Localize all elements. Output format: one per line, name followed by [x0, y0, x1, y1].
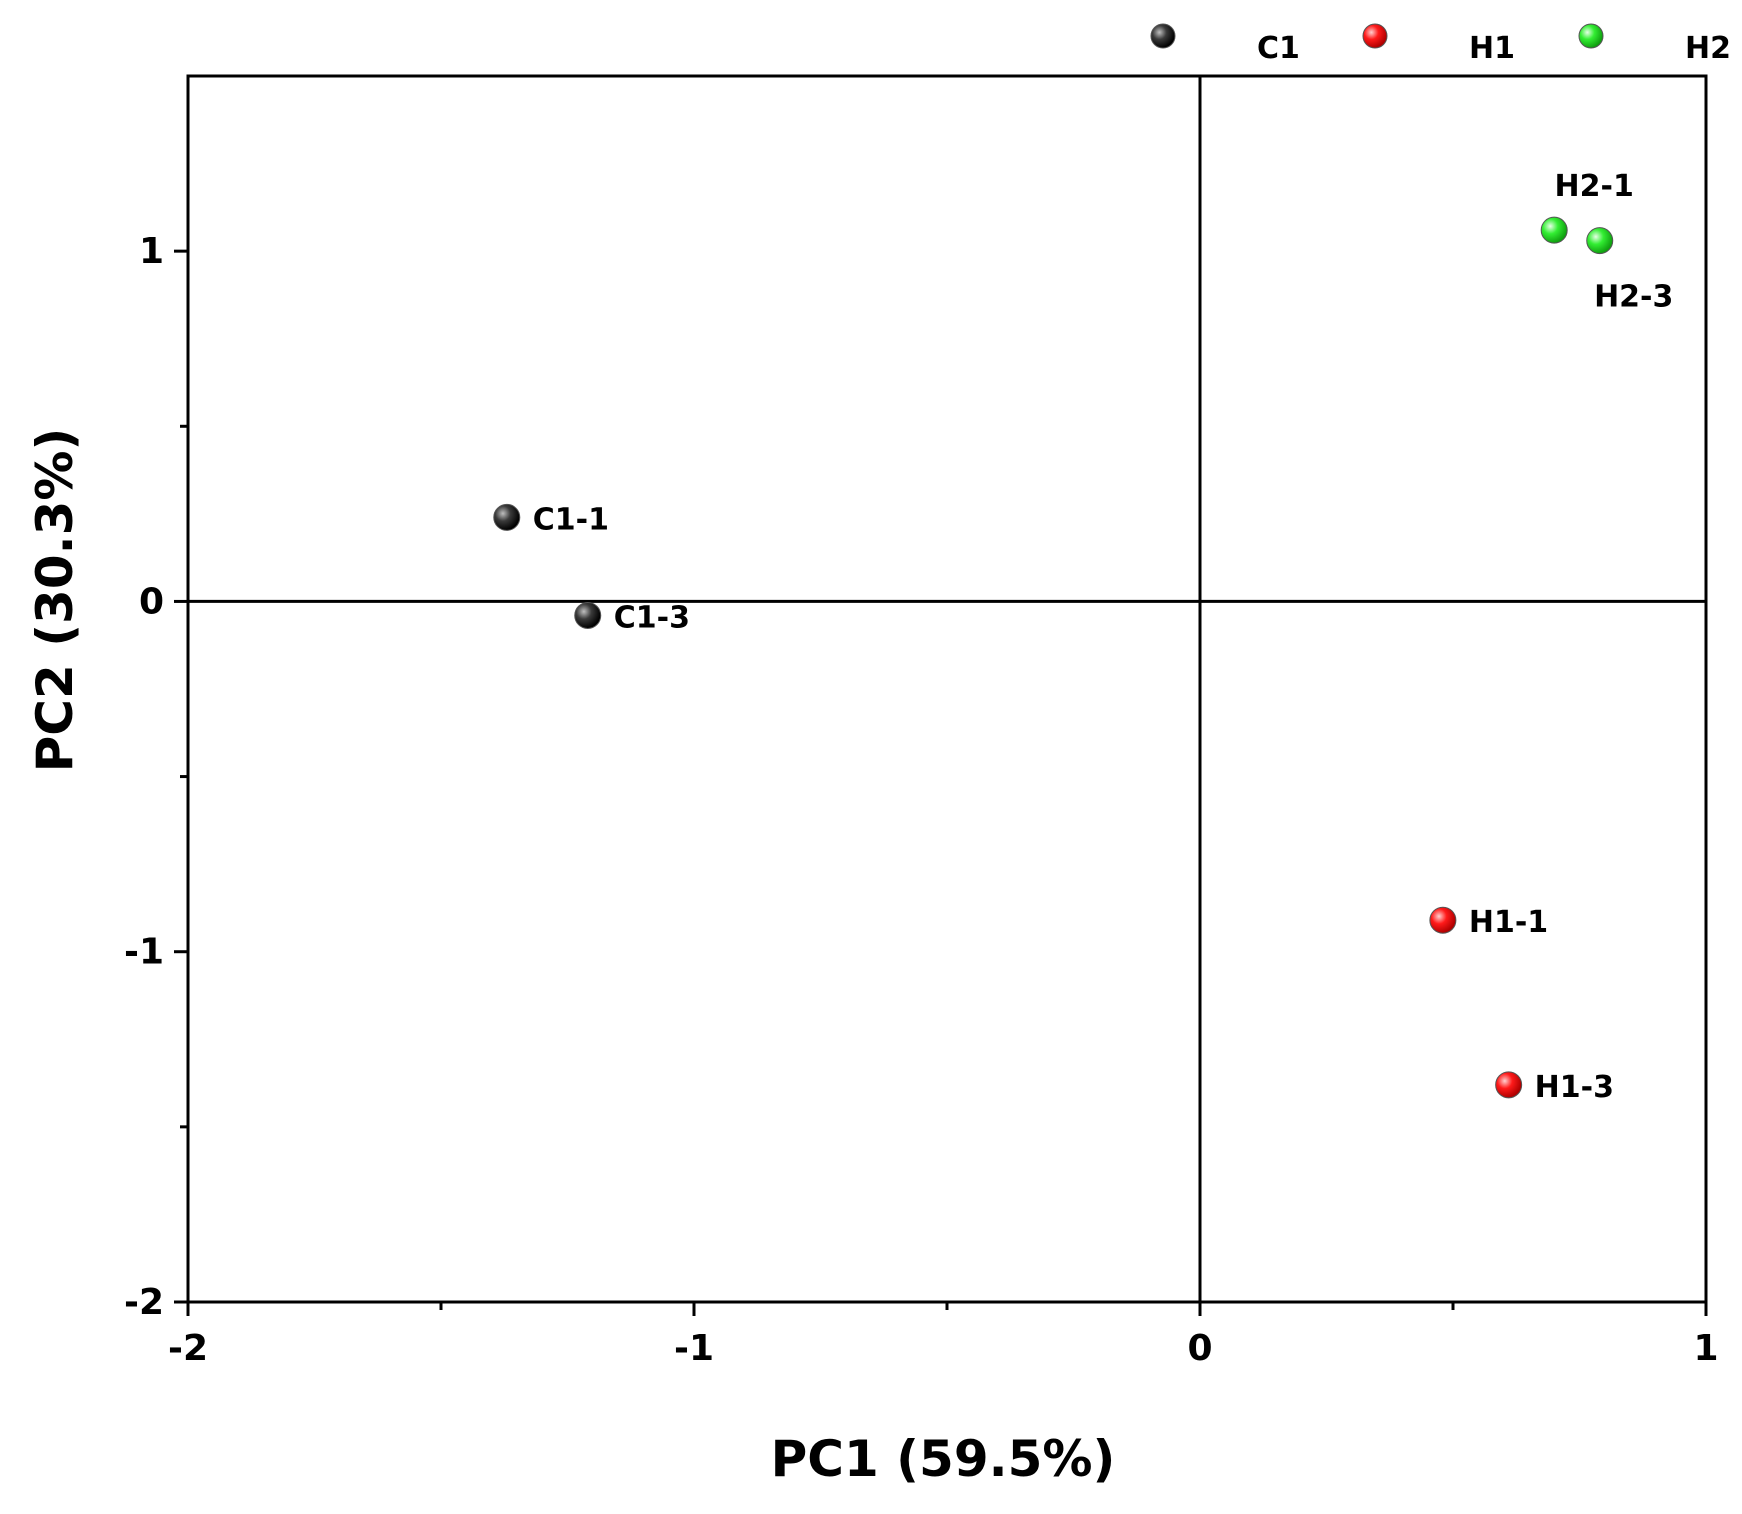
reference-lines [188, 76, 1706, 1302]
point-label: H2-3 [1594, 280, 1673, 315]
legend-marker-h2 [1578, 23, 1604, 49]
legend-marker-h1 [1362, 23, 1388, 49]
y-tick-label: -2 [124, 1282, 164, 1323]
legend-label-c1: C1 [1257, 31, 1300, 66]
y-axis-title: PC2 (30.3%) [26, 428, 84, 773]
x-tick-label: -2 [168, 1328, 208, 1369]
x-tick-label: 1 [1693, 1328, 1718, 1369]
x-tick-label: -1 [674, 1328, 714, 1369]
data-point-h1-1 [1429, 906, 1457, 934]
y-tick-label: -1 [124, 932, 164, 973]
x-axis: -2 -1 0 1 [168, 1302, 1719, 1369]
legend-marker-c1 [1150, 23, 1176, 49]
legend-label-h2: H2 [1685, 31, 1731, 66]
point-label: C1-3 [614, 600, 690, 635]
data-point-c1-3 [574, 601, 602, 629]
point-label: H1-1 [1469, 905, 1548, 940]
y-tick-label: 0 [139, 581, 164, 622]
x-axis-title: PC1 (59.5%) [771, 1430, 1116, 1488]
x-tick-label: 0 [1187, 1328, 1212, 1369]
legend: C1 H1 H2 [1150, 23, 1731, 66]
y-axis: -2 -1 0 1 [124, 231, 188, 1323]
data-points: C1-1 C1-3 H1-1 H1-3 H2-1 H2-3 [493, 169, 1673, 1105]
data-point-c1-1 [493, 503, 521, 531]
data-point-h1-3 [1495, 1071, 1523, 1099]
plot-frame [186, 74, 1708, 1304]
point-label: C1-1 [533, 502, 609, 537]
point-label: H1-3 [1535, 1070, 1614, 1105]
y-tick-label: 1 [139, 231, 164, 272]
point-label: H2-1 [1555, 169, 1634, 204]
data-point-h2-1 [1540, 216, 1568, 244]
plot-border [186, 74, 1708, 1304]
legend-label-h1: H1 [1469, 31, 1515, 66]
data-point-h2-3 [1586, 227, 1614, 255]
